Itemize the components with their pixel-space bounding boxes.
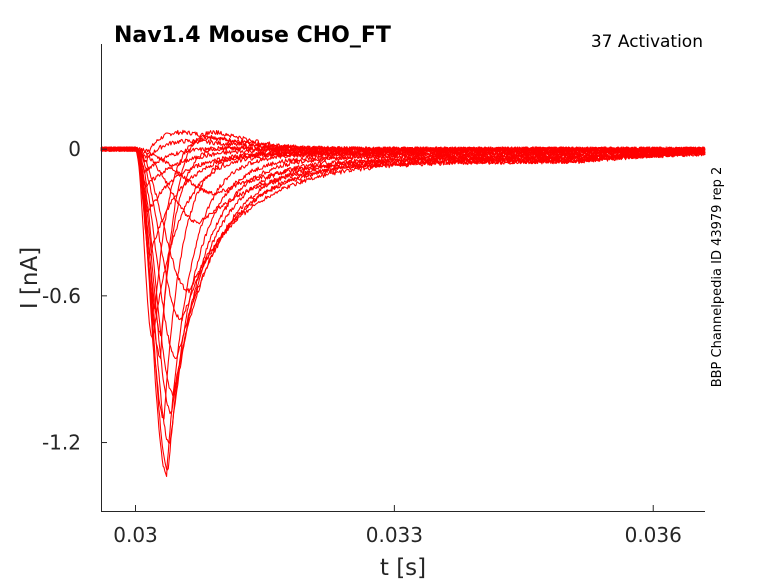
current-trace-10 xyxy=(100,145,706,337)
chart-title: Nav1.4 Mouse CHO_FT xyxy=(114,23,391,48)
x-tick-label: 0.036 xyxy=(625,523,682,547)
y-tick-label: -1.2 xyxy=(42,431,81,455)
current-trace-11 xyxy=(100,146,706,420)
y-axis-label: I [nA] xyxy=(17,247,43,309)
channelpedia-id-label: BBP Channelpedia ID 43979 rep 2 xyxy=(710,167,725,388)
x-tick-label: 0.033 xyxy=(366,523,423,547)
protocol-annotation: 37 Activation xyxy=(591,32,703,52)
current-trace-18 xyxy=(100,146,706,322)
current-trace-15 xyxy=(100,146,706,415)
current-trace-17 xyxy=(100,146,706,359)
current-trace-21 xyxy=(100,146,706,196)
x-tick-label: 0.03 xyxy=(113,523,158,547)
y-tick-label: 0 xyxy=(68,137,81,161)
y-axis-ticks: -1.2 -0.6 0 xyxy=(42,137,107,455)
x-axis-ticks: 0.03 0.033 0.036 xyxy=(113,505,682,547)
x-axis-label: t [s] xyxy=(380,555,426,581)
current-trace-14 xyxy=(100,146,706,444)
current-traces xyxy=(100,129,706,478)
y-tick-label: -0.6 xyxy=(42,284,81,308)
